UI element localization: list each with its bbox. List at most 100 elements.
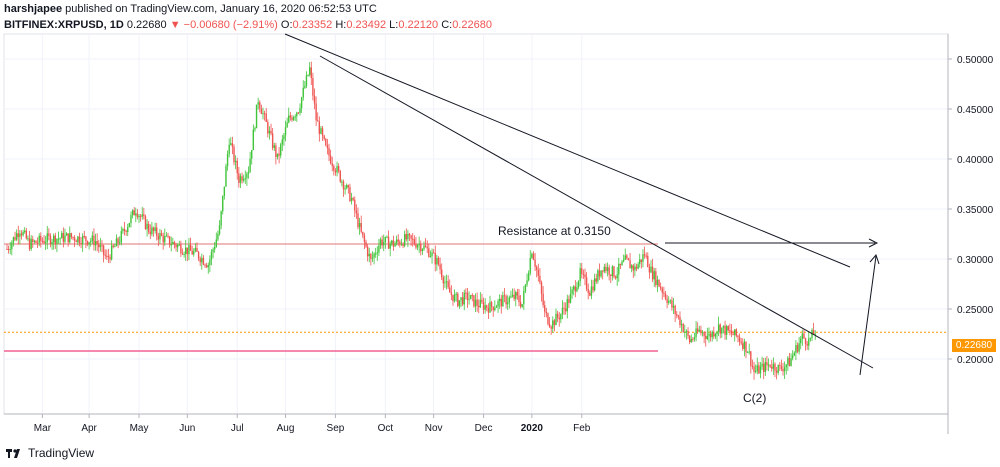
candle-body <box>537 269 539 276</box>
candle-body <box>577 281 580 288</box>
x-tick-label: Mar <box>34 423 52 434</box>
candle-body <box>526 280 528 285</box>
candle-body <box>497 301 499 307</box>
candle-body <box>812 330 815 335</box>
candle-body <box>663 292 665 294</box>
candle-body <box>178 244 180 246</box>
target-arrow-up <box>859 255 877 376</box>
candle-body <box>808 338 810 346</box>
candle-body <box>189 244 192 251</box>
candle-body <box>450 292 453 295</box>
candle-body <box>445 281 448 283</box>
candle-body <box>629 260 631 269</box>
candle-body <box>370 253 372 259</box>
candle-body <box>305 75 308 87</box>
candle-body <box>286 122 288 128</box>
candle-body <box>468 299 470 301</box>
candle-body <box>584 274 586 278</box>
candle-body <box>172 242 174 245</box>
candle-body <box>257 102 259 105</box>
candle-body <box>611 266 614 277</box>
close-value: 0.22680 <box>452 19 492 31</box>
candle-body <box>212 249 214 252</box>
open-value: 0.23352 <box>292 19 333 31</box>
candle-body <box>255 104 258 129</box>
candle-body <box>389 243 391 249</box>
candle-body <box>643 254 646 256</box>
candle-body <box>574 286 577 292</box>
candle-body <box>226 154 229 167</box>
candle-body <box>637 264 639 269</box>
candle-body <box>465 292 467 294</box>
candle-body <box>690 339 692 342</box>
candle-body <box>54 235 56 245</box>
candle-body <box>114 246 116 248</box>
candle-body <box>659 286 662 289</box>
candle-body <box>325 138 327 146</box>
candle-body <box>193 251 195 255</box>
candle-body <box>502 295 504 307</box>
candle-body <box>136 213 139 218</box>
candle-body <box>593 278 596 291</box>
candle-body <box>518 295 520 303</box>
candle-body <box>542 293 544 306</box>
x-tick-label: Sep <box>327 423 345 434</box>
candle-body <box>362 231 364 236</box>
candle-body <box>737 335 739 338</box>
candle-body <box>423 245 425 250</box>
candle-body <box>162 235 164 243</box>
candle-body <box>482 302 485 310</box>
candle-body <box>194 247 197 252</box>
candle-body <box>788 357 791 367</box>
candle-body <box>806 343 808 346</box>
candle-body <box>651 266 654 280</box>
candle-body <box>619 263 622 266</box>
candle-body <box>692 339 694 341</box>
candle-body <box>399 241 401 245</box>
candle-body <box>270 130 272 134</box>
candle-body <box>175 244 177 248</box>
candle-body <box>218 225 221 235</box>
symbol-line: BITFINEX:XRPUSD, 1D 0.22680 ▼ −0.00680 (… <box>4 19 492 31</box>
y-tick-label: 0.50000 <box>957 55 994 66</box>
candle-body <box>202 257 205 265</box>
candle-body <box>516 292 519 296</box>
candle-body <box>695 328 697 338</box>
candle-body <box>561 307 564 315</box>
candle-body <box>545 311 548 314</box>
candle-body <box>61 233 63 239</box>
candle-body <box>151 227 153 235</box>
candle-body <box>90 240 92 243</box>
candle-body <box>624 255 626 260</box>
candle-body <box>494 307 496 311</box>
candle-body <box>597 270 599 282</box>
candle-body <box>639 259 641 265</box>
brand-label[interactable]: TradingView <box>28 446 95 460</box>
candle-body <box>402 243 404 246</box>
candle-body <box>260 108 263 114</box>
candle-body <box>790 358 792 367</box>
candle-body <box>630 265 633 269</box>
arrow-head-up-icon <box>869 254 880 265</box>
candle-body <box>197 251 200 259</box>
candle-body <box>156 227 158 236</box>
candle-body <box>671 300 673 308</box>
candle-body <box>101 245 103 247</box>
candle-body <box>106 255 108 257</box>
candle-body <box>513 294 515 299</box>
candle-body <box>275 145 277 158</box>
candle-body <box>452 294 454 302</box>
candle-body <box>635 266 638 269</box>
candle-body <box>579 268 581 282</box>
candle-body <box>655 271 657 285</box>
candle-body <box>767 364 770 366</box>
candle-body <box>735 329 738 336</box>
candle-body <box>86 241 89 245</box>
candle-body <box>120 231 123 243</box>
candle-body <box>403 234 406 246</box>
candle-body <box>312 78 314 96</box>
candle-body <box>616 274 618 279</box>
publisher-username[interactable]: harshjapee <box>4 3 63 15</box>
candle-body <box>777 364 779 373</box>
